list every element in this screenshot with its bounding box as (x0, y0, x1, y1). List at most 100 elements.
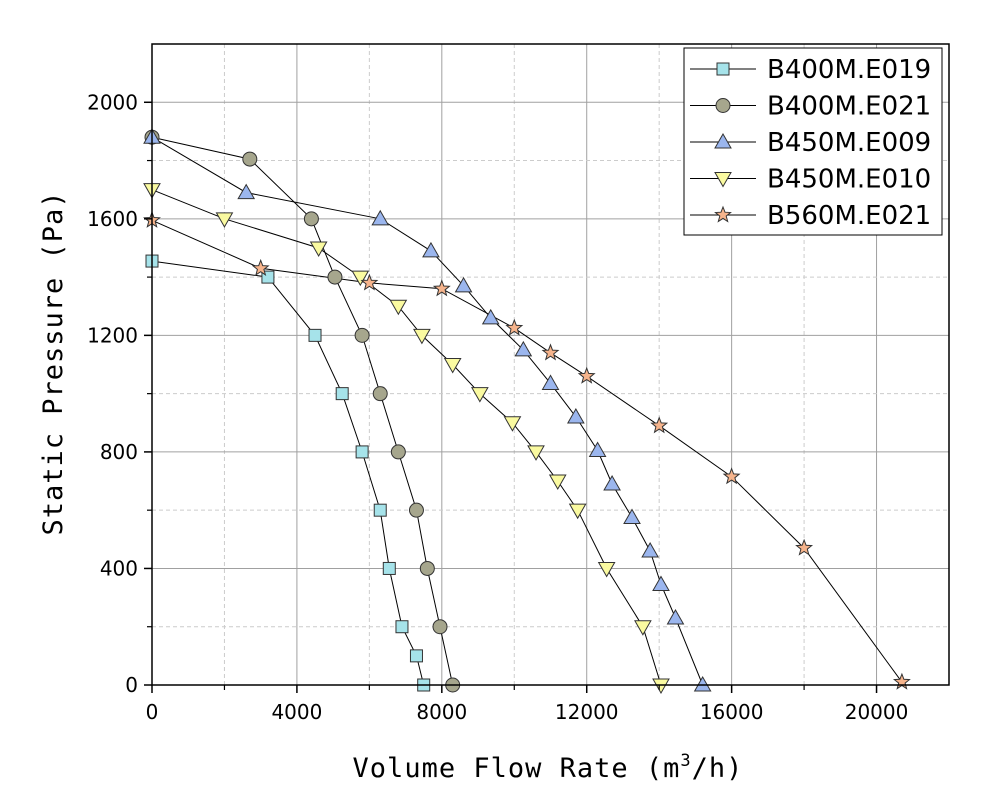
x-tick-label: 0 (146, 700, 159, 724)
data-point (652, 575, 670, 591)
data-point (395, 620, 409, 634)
legend-marker (715, 98, 731, 113)
data-point (481, 308, 500, 325)
data-point (422, 241, 440, 258)
x-tick-label: 16000 (700, 700, 764, 724)
y-tick-label: 400 (100, 556, 138, 580)
data-point (470, 387, 489, 403)
data-point (722, 467, 741, 485)
plot-frame (151, 43, 950, 686)
data-point (577, 366, 596, 384)
data-point (652, 678, 670, 695)
data-point (795, 538, 814, 556)
y-tick-label: 1200 (87, 323, 138, 347)
data-point (335, 387, 349, 401)
data-point (588, 441, 607, 457)
legend-marker (714, 205, 732, 223)
x-axis-title-superscript: 3 (680, 751, 691, 771)
data-point (215, 212, 234, 228)
data-point (623, 508, 641, 524)
series-markers-b560m-e021 (143, 210, 911, 690)
x-axis-title: Volume Flow Rate (m3/h) (353, 751, 744, 784)
data-point (354, 327, 370, 343)
legend: B400M.E019 B400M.E021 B450M.E009 B450M.E010… (683, 47, 943, 236)
data-point (568, 503, 587, 520)
legend-item: B400M.E019 (690, 55, 931, 85)
series-line-b560m-e021 (151, 219, 903, 683)
data-point (242, 151, 258, 167)
data-point (237, 183, 256, 200)
data-point (454, 276, 473, 293)
data-point (308, 328, 322, 342)
legend-item: B560M.E021 (690, 201, 931, 231)
data-point (408, 502, 424, 518)
x-tick-label: 20000 (845, 700, 909, 724)
data-point (303, 211, 319, 227)
data-point (527, 445, 545, 461)
data-point (541, 343, 560, 361)
legend-item: B450M.E010 (690, 165, 931, 195)
x-axis-title-main: Volume Flow Rate (m (353, 753, 681, 784)
data-point (443, 358, 462, 374)
series-markers-b450m-e009 (143, 128, 712, 692)
axis-ticks: 0 4000 8000 12000 16000 20000 0 400 800 1200 1600 2… (87, 90, 908, 724)
data-point (432, 619, 448, 635)
series-markers-b450m-e010 (143, 183, 670, 695)
data-point (432, 279, 451, 297)
data-point (693, 675, 712, 692)
data-point (413, 328, 431, 345)
x-tick-label: 12000 (555, 700, 619, 724)
series-line-b450m-e010 (151, 189, 662, 686)
series-line-b400m-e019 (151, 260, 425, 686)
data-point (360, 273, 379, 291)
x-tick-label: 8000 (416, 700, 467, 724)
y-tick-label: 2000 (87, 90, 138, 114)
data-point (541, 374, 560, 390)
legend-item: B450M.E009 (690, 128, 931, 158)
data-point (309, 241, 328, 257)
data-point (603, 474, 621, 491)
y-tick-label: 0 (125, 673, 138, 697)
data-point (372, 386, 388, 402)
data-point (641, 541, 659, 558)
data-point (634, 620, 652, 636)
series-line-b450m-e009 (151, 136, 704, 686)
series-line-b400m-e021 (151, 136, 454, 686)
series-markers-b400m-e019 (145, 254, 431, 692)
data-point (597, 561, 616, 578)
data-point (355, 445, 369, 459)
data-point (514, 340, 533, 357)
legend-label: B400M.E019 (767, 55, 931, 85)
data-point (409, 649, 423, 663)
data-point (390, 444, 406, 460)
data-point (389, 299, 408, 316)
data-point (382, 561, 396, 575)
legend-marker (714, 172, 732, 188)
data-point (419, 560, 435, 576)
y-axis-title: Static Pressure (Pa) (38, 190, 69, 535)
legend-label: B450M.E009 (767, 128, 931, 158)
y-tick-label: 800 (100, 440, 138, 464)
data-point (503, 416, 522, 432)
data-point (327, 269, 343, 285)
grid (152, 44, 949, 685)
x-axis-title-suffix: /h) (692, 753, 744, 784)
data-point (892, 672, 911, 690)
legend-item: B400M.E021 (690, 92, 931, 122)
data-point (351, 270, 370, 287)
legend-marker (714, 132, 732, 149)
series-markers-b400m-e021 (144, 129, 461, 693)
legend-label: B560M.E021 (767, 201, 931, 231)
data-point (566, 407, 585, 424)
x-tick-label: 4000 (271, 700, 322, 724)
data-point (373, 503, 387, 517)
legend-marker (716, 62, 730, 76)
data-point (650, 416, 669, 434)
y-tick-label: 1600 (87, 207, 138, 231)
data-point (548, 474, 567, 491)
data-point (666, 608, 685, 625)
data-point (251, 258, 270, 276)
data-point (505, 318, 524, 336)
legend-label: B400M.E021 (767, 92, 931, 122)
